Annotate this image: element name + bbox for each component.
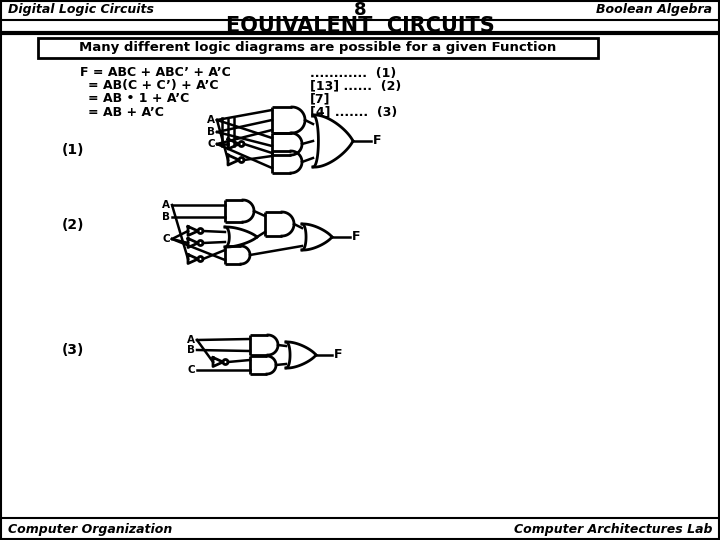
Text: Computer Architectures Lab: Computer Architectures Lab — [513, 523, 712, 536]
Text: Boolean Algebra: Boolean Algebra — [596, 3, 712, 17]
Text: B: B — [207, 127, 215, 137]
Text: = AB • 1 + A’C: = AB • 1 + A’C — [88, 92, 189, 105]
Text: [4] .......  (3): [4] ....... (3) — [310, 105, 397, 118]
Text: = AB(C + C’) + A’C: = AB(C + C’) + A’C — [88, 79, 218, 92]
Text: F = ABC + ABC’ + A’C: F = ABC + ABC’ + A’C — [80, 66, 230, 79]
Text: Digital Logic Circuits: Digital Logic Circuits — [8, 3, 154, 17]
Text: C: C — [187, 365, 195, 375]
Text: = AB + A’C: = AB + A’C — [88, 105, 164, 118]
Text: (2): (2) — [62, 218, 84, 232]
Text: B: B — [187, 345, 195, 355]
Text: F: F — [373, 134, 382, 147]
Text: A: A — [162, 200, 170, 210]
Text: [13] ......  (2): [13] ...... (2) — [310, 79, 401, 92]
Text: 8: 8 — [354, 1, 366, 19]
Text: C: C — [163, 234, 170, 244]
Text: B: B — [162, 212, 170, 222]
Text: EQUIVALENT  CIRCUITS: EQUIVALENT CIRCUITS — [225, 16, 495, 36]
Text: A: A — [207, 115, 215, 125]
Text: F: F — [352, 231, 361, 244]
Text: (3): (3) — [62, 343, 84, 357]
Text: F: F — [334, 348, 343, 361]
FancyBboxPatch shape — [38, 38, 598, 58]
Text: Many different logic diagrams are possible for a given Function: Many different logic diagrams are possib… — [79, 42, 557, 55]
Text: ............  (1): ............ (1) — [310, 66, 396, 79]
Text: (1): (1) — [62, 143, 84, 157]
Text: [7]: [7] — [310, 92, 330, 105]
Text: Computer Organization: Computer Organization — [8, 523, 172, 536]
Text: A: A — [187, 335, 195, 345]
Text: C: C — [207, 139, 215, 149]
